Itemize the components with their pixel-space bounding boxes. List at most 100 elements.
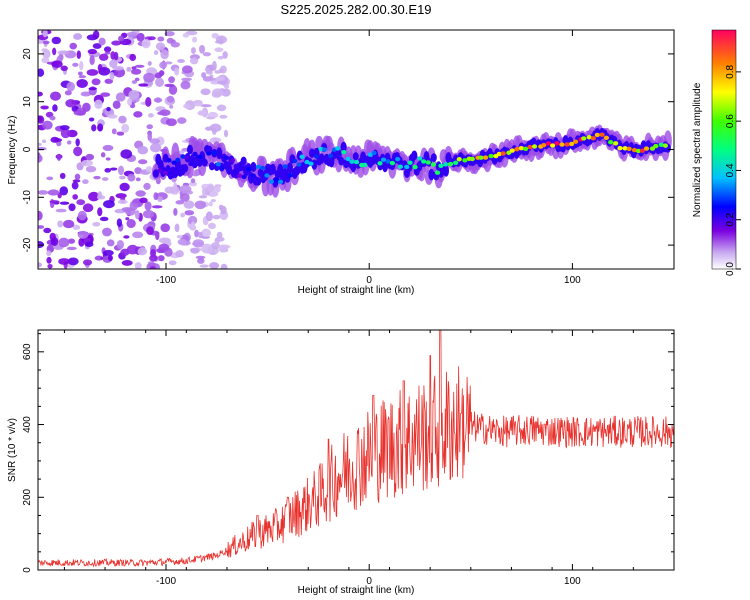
noise-blob bbox=[201, 72, 207, 79]
colorbar-tick-label: 0.2 bbox=[725, 212, 736, 226]
noise-blob bbox=[173, 182, 178, 192]
noise-blob bbox=[145, 97, 152, 107]
ridge-core bbox=[500, 151, 506, 156]
noise-blob bbox=[216, 80, 228, 85]
noise-blob bbox=[212, 60, 217, 71]
noise-blob bbox=[181, 65, 193, 74]
colorbar-label: Normalized spectral amplitude bbox=[692, 82, 703, 217]
noise-blob bbox=[77, 71, 83, 76]
noise-blob bbox=[134, 64, 145, 68]
noise-blob bbox=[111, 40, 122, 46]
noise-blob bbox=[103, 200, 115, 209]
noise-blob bbox=[153, 97, 163, 103]
ridge-core bbox=[573, 139, 579, 144]
noise-blob bbox=[67, 257, 79, 266]
noise-blob bbox=[88, 87, 98, 91]
ridge-core bbox=[385, 159, 391, 164]
noise-blob bbox=[86, 69, 99, 76]
snr-ticks: -100 0 100 0 200 400 600 bbox=[22, 330, 675, 587]
noise-blob bbox=[215, 185, 221, 193]
noise-blob bbox=[144, 201, 152, 211]
noise-blob bbox=[205, 70, 213, 75]
noise-blob bbox=[173, 207, 178, 216]
y-tick-label: 0 bbox=[22, 146, 33, 152]
ridge-band bbox=[250, 161, 257, 172]
ridge-core bbox=[434, 170, 441, 175]
noise-blob bbox=[215, 40, 224, 44]
x-tick-label: 100 bbox=[564, 275, 581, 286]
ridge-core bbox=[397, 164, 403, 169]
spectrogram-ylabel: Frequency (Hz) bbox=[7, 116, 18, 185]
noise-blob bbox=[52, 104, 58, 112]
noise-blob bbox=[99, 216, 109, 222]
noise-blob bbox=[67, 238, 76, 244]
ridge-core bbox=[590, 136, 596, 141]
noise-blob bbox=[91, 78, 101, 86]
ridge-core bbox=[643, 146, 650, 151]
noise-blob bbox=[223, 84, 230, 89]
noise-blob bbox=[136, 32, 145, 42]
ridge-core bbox=[197, 154, 203, 159]
noise-blob bbox=[68, 203, 76, 212]
noise-blob bbox=[98, 53, 109, 61]
ridge-core bbox=[292, 158, 298, 164]
noise-blob bbox=[198, 256, 204, 261]
ridge-core bbox=[335, 146, 341, 151]
noise-blob bbox=[102, 227, 112, 237]
x-tick-label: -100 bbox=[156, 576, 176, 587]
noise-blob bbox=[209, 137, 222, 143]
noise-blob bbox=[118, 175, 126, 180]
noise-blob bbox=[168, 76, 175, 84]
noise-blob bbox=[116, 239, 125, 250]
noise-blob bbox=[51, 36, 62, 45]
noise-blob bbox=[100, 92, 111, 97]
ridge-core bbox=[349, 159, 355, 164]
noise-blob bbox=[76, 78, 88, 88]
noise-blob bbox=[42, 40, 50, 45]
ridge-core bbox=[395, 156, 401, 162]
noise-blob bbox=[211, 127, 217, 135]
noise-blob bbox=[157, 111, 167, 116]
noise-blob bbox=[49, 200, 60, 204]
ridge-core bbox=[421, 159, 427, 164]
noise-blob bbox=[206, 185, 215, 192]
noise-blob bbox=[150, 143, 162, 153]
noise-blob bbox=[41, 48, 48, 52]
noise-blob bbox=[38, 154, 43, 163]
ridge-band bbox=[411, 150, 418, 161]
noise-blob bbox=[46, 250, 52, 257]
noise-blob bbox=[212, 214, 221, 220]
noise-blob bbox=[78, 75, 87, 79]
noise-blob bbox=[216, 231, 223, 239]
colorbar: 0.0 0.2 0.4 0.6 0.8 Normalized spectral ampl… bbox=[692, 29, 741, 276]
noise-blob bbox=[184, 210, 195, 216]
noise-blob bbox=[58, 237, 70, 248]
noise-blob bbox=[56, 153, 62, 161]
ridge-core bbox=[277, 179, 284, 185]
noise-blob bbox=[126, 219, 136, 229]
noise-blob bbox=[220, 263, 228, 269]
noise-blob bbox=[88, 191, 100, 202]
ridge-band bbox=[255, 177, 262, 186]
ridge-core bbox=[482, 155, 489, 160]
ridge-core bbox=[255, 164, 262, 170]
ridge-core bbox=[171, 160, 177, 165]
noise-blob bbox=[118, 115, 127, 124]
noise-blob bbox=[192, 239, 205, 248]
noise-blob bbox=[92, 222, 101, 227]
ridge-band bbox=[277, 163, 284, 176]
noise-blob bbox=[117, 199, 128, 205]
noise-blob bbox=[199, 44, 206, 54]
noise-blob bbox=[102, 249, 114, 256]
noise-blob bbox=[69, 42, 77, 50]
noise-blob bbox=[169, 104, 174, 109]
ridge-core bbox=[469, 156, 475, 162]
noise-blob bbox=[72, 62, 79, 67]
noise-blob bbox=[65, 99, 77, 108]
ridge-band bbox=[406, 162, 413, 172]
noise-blob bbox=[164, 31, 175, 37]
noise-blob bbox=[155, 42, 166, 51]
noise-blob bbox=[137, 247, 148, 256]
snr-panel: -100 0 100 0 200 400 600 Height of straight li… bbox=[7, 329, 675, 596]
ridge-core bbox=[617, 146, 623, 151]
